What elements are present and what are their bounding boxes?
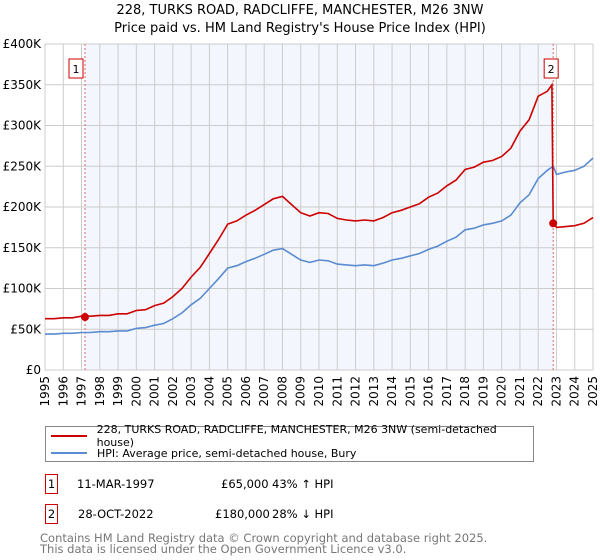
price-chart: 1995 1996 1997 1998 1999 2000 2001 2002 2003 2004… (3, 37, 600, 407)
x-tick-label: 2001 (148, 376, 162, 407)
x-tick-label: 2003 (184, 376, 198, 407)
legend: 228, TURKS ROAD, RADCLIFFE, MANCHESTER, … (45, 423, 534, 462)
transaction-price: £65,000 (221, 477, 269, 491)
x-tick-label: 2025 (586, 376, 600, 407)
transaction-hpi: 28% ↓ HPI (272, 507, 334, 521)
x-tick-label: 2022 (531, 376, 545, 407)
x-tick-label: 2002 (166, 376, 180, 407)
x-tick-label: 2019 (476, 376, 490, 407)
sale-point (81, 313, 90, 322)
x-tick-label: 2000 (129, 376, 143, 407)
y-tick-label: £50K (10, 322, 42, 336)
legend-swatch-red (51, 435, 87, 437)
x-tick-label: 2011 (330, 376, 344, 407)
sale-badge (68, 58, 84, 79)
transaction-date: 28-OCT-2022 (78, 507, 154, 521)
x-tick-label: 2016 (422, 376, 436, 407)
x-tick-label: 2007 (257, 376, 271, 407)
x-tick-label: 1997 (75, 376, 89, 407)
x-tick-label: 2010 (312, 376, 326, 407)
marker-badge: 1 (45, 474, 58, 494)
price-series-line (45, 82, 594, 320)
hpi-series-line (45, 157, 594, 335)
x-tick-label: 2012 (349, 376, 363, 407)
x-tick-label: 1996 (56, 376, 70, 407)
chart-subtitle: Price paid vs. HM Land Registry's House … (114, 21, 486, 36)
legend-label: HPI: Average price, semi-detached house,… (97, 446, 357, 460)
marker-badge: 2 (45, 504, 58, 524)
y-tick-label: £300K (3, 119, 43, 133)
y-tick-label: £200K (3, 200, 43, 214)
sale-badge-label: 2 (548, 63, 555, 76)
x-tick-label: 2021 (513, 376, 527, 407)
x-tick-label: 2013 (367, 376, 381, 407)
x-tick-label: 2014 (385, 376, 399, 407)
x-tick-label: 2020 (495, 376, 509, 407)
x-tick-label: 2015 (403, 376, 417, 407)
transaction-hpi: 43% ↑ HPI (272, 477, 334, 491)
sale-point (549, 219, 558, 228)
x-tick-label: 2004 (202, 376, 216, 407)
x-tick-label: 2023 (549, 376, 563, 407)
footer-copyright: Contains HM Land Registry data © Crown c… (40, 531, 488, 545)
legend-item-property: 228, TURKS ROAD, RADCLIFFE, MANCHESTER, … (46, 423, 533, 449)
y-tick-label: £0 (26, 363, 41, 377)
footer-licence: This data is licensed under the Open Gov… (40, 542, 407, 556)
sale-badge (543, 58, 559, 79)
x-tick-label: 2018 (458, 376, 472, 407)
y-tick-label: £250K (3, 159, 43, 173)
x-tick-label: 2005 (221, 376, 235, 407)
y-tick-label: £400K (3, 37, 43, 51)
x-tick-label: 2006 (239, 376, 253, 407)
y-tick-label: £350K (3, 78, 43, 92)
x-tick-label: 2008 (275, 376, 289, 407)
x-tick-label: 1999 (111, 376, 125, 407)
x-tick-label: 2024 (568, 376, 582, 407)
chart-title: 228, TURKS ROAD, RADCLIFFE, MANCHESTER, … (116, 3, 484, 18)
x-tick-label: 2017 (440, 376, 454, 407)
x-tick-label: 1998 (93, 376, 107, 407)
transaction-price: £180,000 (215, 507, 270, 521)
transaction-date: 11-MAR-1997 (77, 477, 155, 491)
legend-swatch-blue (51, 452, 87, 454)
y-tick-label: £150K (3, 241, 43, 255)
y-tick-label: £100K (3, 282, 43, 296)
sale-badge-label: 1 (73, 63, 80, 76)
legend-label: 228, TURKS ROAD, RADCLIFFE, MANCHESTER, … (96, 423, 497, 449)
x-tick-label: 1995 (38, 376, 52, 407)
x-tick-label: 2009 (294, 376, 308, 407)
legend-item-hpi: HPI: Average price, semi-detached house,… (46, 445, 356, 461)
